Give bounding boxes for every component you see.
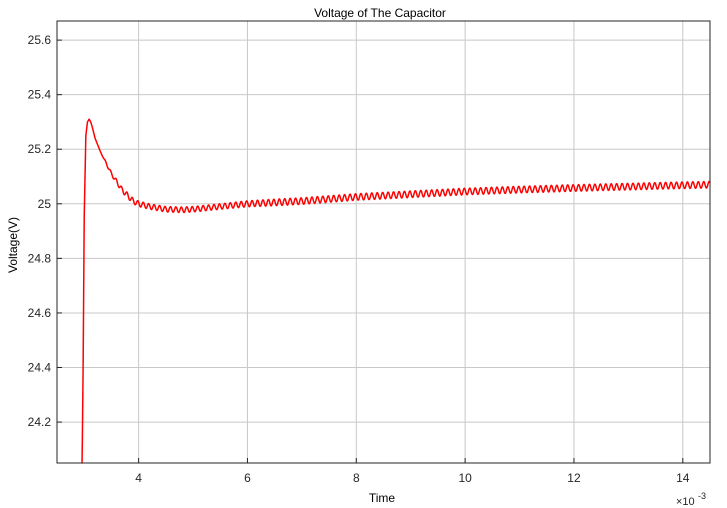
x-tick-label: 12 (567, 471, 581, 485)
y-tick-label: 24.8 (28, 251, 52, 265)
tick-labels: 4 6 8 10 12 14 24.2 24.4 24.6 24.8 25 25.2 25.4 25.6 (28, 33, 690, 485)
axes (56, 20, 711, 464)
x-tick-label: 4 (135, 471, 142, 485)
y-tick-label: 25.4 (28, 88, 52, 102)
x-axis-exponent-power: -3 (698, 491, 706, 501)
x-axis-exponent-base: ×10 (676, 496, 695, 508)
x-axis-label: Time (369, 491, 396, 505)
plot-area (57, 21, 710, 463)
series-layer (81, 118, 711, 464)
y-tick-label: 24.4 (28, 361, 52, 375)
y-axis-label: Voltage(V) (6, 217, 20, 273)
y-tick-label: 25.2 (28, 142, 52, 156)
plot-background (57, 21, 710, 463)
axes-box (56, 20, 711, 464)
x-axis-exponent: ×10 -3 (676, 491, 706, 508)
chart-title: Voltage of The Capacitor (314, 6, 446, 20)
y-tick-label: 25.6 (28, 33, 52, 47)
x-tick-label: 10 (458, 471, 472, 485)
y-tick-label: 25 (38, 197, 52, 211)
grid (57, 21, 710, 463)
capacitor-voltage-series-line (81, 118, 711, 464)
x-tick-label: 14 (676, 471, 690, 485)
y-tick-label: 24.2 (28, 415, 52, 429)
x-tick-label: 8 (353, 471, 360, 485)
x-tick-label: 6 (244, 471, 251, 485)
y-tick-label: 24.6 (28, 306, 52, 320)
